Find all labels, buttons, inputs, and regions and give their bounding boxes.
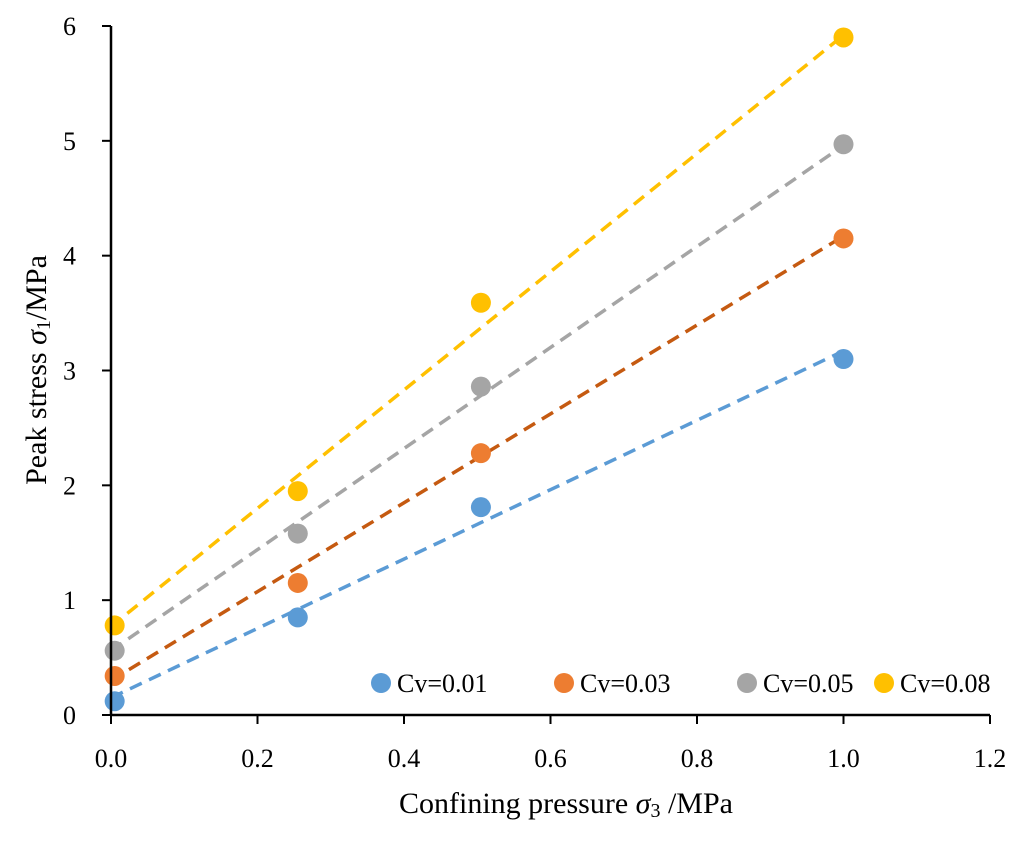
legend-marker <box>874 673 894 693</box>
x-tick-label: 0.0 <box>95 744 128 773</box>
data-point <box>287 607 308 628</box>
legend-label: Cv=0.03 <box>580 669 671 698</box>
x-tick-label: 0.4 <box>388 744 421 773</box>
series-Cv=0.03 <box>104 228 854 686</box>
y-axis-title: Peak stress σ1/MPa <box>20 255 55 485</box>
tick-labels: 0.0 0.2 0.4 0.6 0.8 1.0 1.2 0 1 2 3 4 5 6 <box>63 12 1006 773</box>
data-point <box>287 523 308 544</box>
series-Cv=0.08 <box>104 27 854 636</box>
data-point <box>833 134 854 155</box>
x-tick-label: 1.0 <box>827 744 860 773</box>
legend-label: Cv=0.05 <box>763 669 854 698</box>
legend: Cv=0.01 Cv=0.03 Cv=0.05 Cv=0.08 <box>371 669 991 698</box>
x-tick-label: 0.8 <box>681 744 714 773</box>
y-tick-label: 1 <box>63 586 76 615</box>
data-point <box>104 691 125 712</box>
data-point <box>287 481 308 502</box>
y-tick-label: 3 <box>63 357 76 386</box>
plot-area <box>104 27 854 712</box>
data-point <box>104 665 125 686</box>
trendline <box>109 33 845 628</box>
series-Cv=0.01 <box>104 349 854 712</box>
data-point <box>833 27 854 48</box>
x-tick-label: 1.2 <box>974 744 1007 773</box>
legend-marker <box>371 673 391 693</box>
data-point <box>104 640 125 661</box>
y-tick-label: 5 <box>63 127 76 156</box>
legend-item: Cv=0.01 <box>371 669 488 698</box>
data-point <box>470 376 491 397</box>
legend-marker <box>737 673 757 693</box>
y-tick-label: 2 <box>63 471 76 500</box>
legend-item: Cv=0.08 <box>874 669 991 698</box>
data-point <box>104 615 125 636</box>
data-point <box>470 443 491 464</box>
legend-marker <box>554 673 574 693</box>
series-Cv=0.05 <box>104 134 854 661</box>
x-axis-title: Confining pressure σ3 /MPa <box>399 787 733 822</box>
x-tick-label: 0.6 <box>534 744 567 773</box>
y-tick-label: 0 <box>63 701 76 730</box>
ticks <box>102 25 991 724</box>
trendline <box>110 143 845 653</box>
y-tick-label: 6 <box>63 12 76 41</box>
data-point <box>833 349 854 370</box>
data-point <box>287 572 308 593</box>
axes <box>109 26 990 717</box>
trendline <box>110 349 845 700</box>
legend-item: Cv=0.03 <box>554 669 671 698</box>
y-tick-label: 4 <box>63 242 76 271</box>
legend-label: Cv=0.08 <box>900 669 991 698</box>
x-tick-label: 0.2 <box>241 744 274 773</box>
data-point <box>470 292 491 313</box>
legend-item: Cv=0.05 <box>737 669 854 698</box>
data-point <box>470 497 491 518</box>
legend-label: Cv=0.01 <box>397 669 488 698</box>
data-point <box>833 228 854 249</box>
